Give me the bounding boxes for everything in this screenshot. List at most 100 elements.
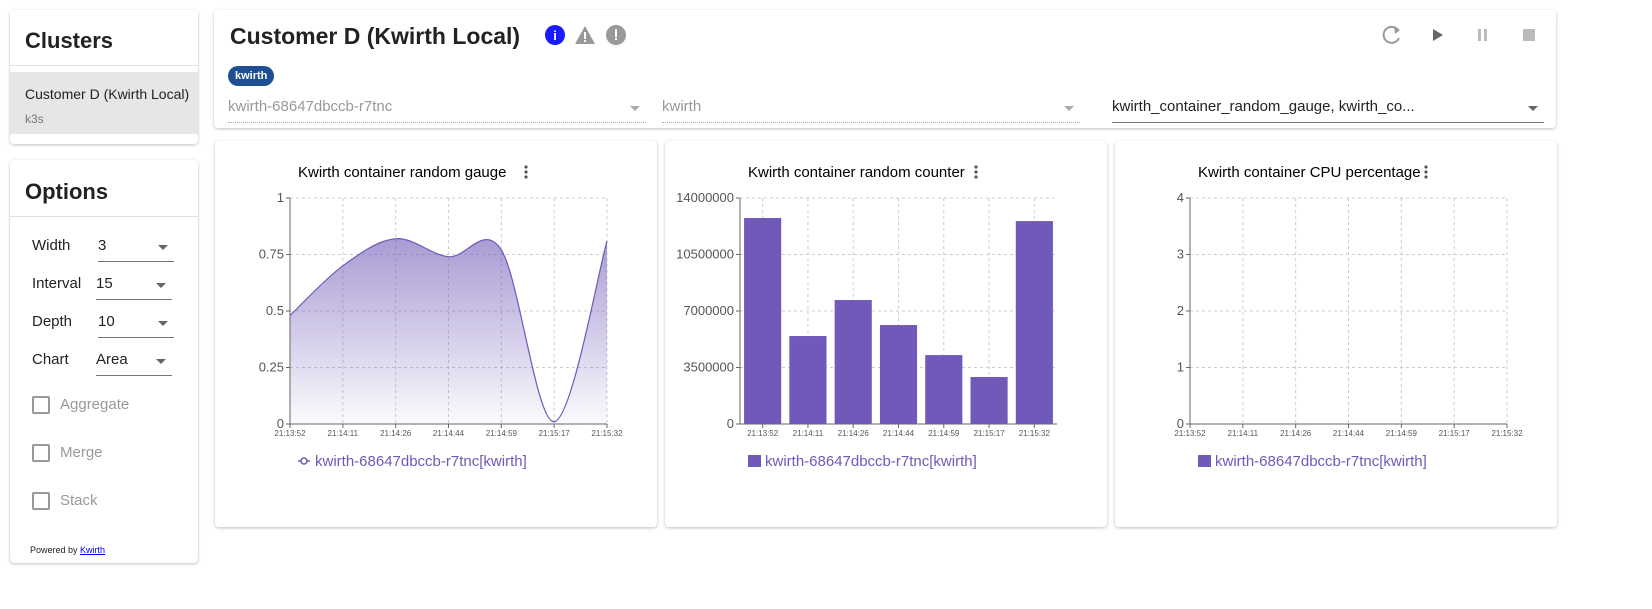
bar bbox=[1015, 221, 1053, 424]
y-tick-label: 1 bbox=[1177, 360, 1184, 375]
x-tick-label: 21:14:59 bbox=[486, 429, 518, 438]
bar bbox=[925, 355, 963, 424]
x-tick-label: 21:15:17 bbox=[539, 429, 571, 438]
menu-dot bbox=[524, 170, 528, 174]
field-select[interactable]: 3 bbox=[98, 237, 174, 262]
checkbox-label: Aggregate bbox=[60, 396, 130, 413]
pod-select[interactable]: kwirth-68647dbccb-r7tnc bbox=[228, 98, 646, 123]
x-tick-label: 21:15:17 bbox=[1439, 429, 1471, 438]
chart: Kwirth container random counter 0 3500000 7… bbox=[676, 164, 1057, 470]
bar bbox=[834, 300, 872, 424]
y-tick-label: 1 bbox=[277, 190, 284, 205]
control-icons bbox=[1382, 25, 1535, 44]
y-tick-label: 10500000 bbox=[676, 247, 734, 262]
chart: Kwirth container CPU percentage 0 1 2 3 4 21:1… bbox=[1174, 164, 1523, 470]
legend-icon bbox=[748, 455, 761, 467]
chart-card: Kwirth container random counter 0 3500000 7… bbox=[665, 141, 1107, 527]
checkbox[interactable] bbox=[32, 396, 50, 414]
powered-text: Powered by bbox=[30, 545, 78, 555]
x-tick-label: 21:13:52 bbox=[747, 429, 779, 438]
legend-label: kwirth-68647dbccb-r7tnc[kwirth] bbox=[315, 453, 527, 470]
y-tick-label: 0.5 bbox=[266, 303, 284, 318]
container-select[interactable]: kwirth bbox=[662, 98, 1080, 123]
x-tick-label: 21:14:44 bbox=[433, 429, 465, 438]
chart-card: Kwirth container random gauge 0 0.25 0.5 0.7… bbox=[215, 141, 657, 527]
x-tick-label: 21:15:17 bbox=[974, 429, 1006, 438]
chart-title: Kwirth container CPU percentage bbox=[1198, 164, 1421, 181]
y-tick-label: 0.75 bbox=[259, 247, 284, 262]
options-panel: Options Powered by Kwirth Width 3 Interval… bbox=[10, 160, 198, 563]
chart: Kwirth container random gauge 0 0.25 0.5 0.7… bbox=[259, 164, 623, 470]
field-label: Depth bbox=[32, 313, 73, 330]
clusters-title: Clusters bbox=[25, 28, 114, 53]
legend-icon bbox=[1198, 455, 1211, 467]
menu-dot bbox=[1424, 165, 1428, 169]
y-tick-label: 2 bbox=[1177, 303, 1184, 318]
cluster-name: Customer D (Kwirth Local) bbox=[25, 86, 190, 102]
line bbox=[289, 238, 608, 423]
x-tick-label: 21:15:32 bbox=[591, 429, 623, 438]
menu-dot bbox=[974, 170, 978, 174]
y-tick-label: 0.25 bbox=[259, 360, 284, 375]
x-tick-label: 21:14:59 bbox=[928, 429, 960, 438]
checkbox[interactable] bbox=[32, 444, 50, 462]
area bbox=[290, 238, 607, 424]
menu-dot bbox=[1424, 170, 1428, 174]
header-panel: Customer D (Kwirth Local) i kwirth kwirt… bbox=[214, 10, 1556, 128]
clusters-panel: Clusters Customer D (Kwirth Local) k3s bbox=[10, 10, 198, 144]
y-tick-label: 0 bbox=[727, 416, 734, 431]
powered-by: Powered by Kwirth bbox=[30, 545, 105, 555]
chart-card: Kwirth container CPU percentage 0 1 2 3 4 21:1… bbox=[1115, 141, 1557, 527]
menu-dot bbox=[1424, 175, 1428, 179]
x-tick-label: 21:15:32 bbox=[1019, 429, 1051, 438]
cluster-kind: k3s bbox=[25, 112, 44, 126]
bar bbox=[744, 218, 782, 424]
legend-label: kwirth-68647dbccb-r7tnc[kwirth] bbox=[765, 453, 977, 470]
menu-dot bbox=[974, 165, 978, 169]
cluster-item[interactable]: Customer D (Kwirth Local) k3s bbox=[10, 72, 198, 134]
field-label: Width bbox=[32, 237, 71, 254]
checkbox[interactable] bbox=[32, 492, 50, 510]
x-tick-label: 21:13:52 bbox=[274, 429, 306, 438]
checkbox-label: Merge bbox=[60, 444, 103, 461]
x-tick-label: 21:14:11 bbox=[793, 429, 824, 438]
field-select[interactable]: Area bbox=[96, 351, 172, 376]
y-tick-label: 7000000 bbox=[683, 303, 734, 318]
field-select[interactable]: 15 bbox=[96, 275, 172, 300]
legend-icon bbox=[300, 457, 308, 465]
bar bbox=[970, 377, 1008, 424]
field-select[interactable]: 10 bbox=[98, 313, 174, 338]
chart-title: Kwirth container random gauge bbox=[298, 164, 506, 181]
options-title: Options bbox=[25, 179, 109, 204]
metrics-select[interactable]: kwirth_container_random_gauge, kwirth_co… bbox=[1112, 98, 1544, 123]
x-tick-label: 21:14:44 bbox=[1333, 429, 1365, 438]
menu-dot bbox=[524, 175, 528, 179]
x-tick-label: 21:14:11 bbox=[328, 429, 359, 438]
svg-text:i: i bbox=[553, 28, 557, 43]
checkbox-label: Stack bbox=[60, 492, 98, 509]
y-tick-label: 3 bbox=[1177, 247, 1184, 262]
y-tick-label: 4 bbox=[1177, 190, 1184, 205]
x-tick-label: 21:14:26 bbox=[380, 429, 412, 438]
x-tick-label: 21:14:11 bbox=[1228, 429, 1259, 438]
y-tick-label: 0 bbox=[1177, 416, 1184, 431]
x-tick-label: 21:14:44 bbox=[883, 429, 915, 438]
x-tick-label: 21:14:26 bbox=[1280, 429, 1312, 438]
menu-dot bbox=[974, 175, 978, 179]
namespace-chip[interactable]: kwirth bbox=[228, 66, 275, 86]
bar bbox=[879, 325, 918, 424]
chart-title: Kwirth container random counter bbox=[748, 164, 965, 181]
x-tick-label: 21:15:32 bbox=[1491, 429, 1523, 438]
header-title: Customer D (Kwirth Local) bbox=[230, 23, 521, 49]
menu-dot bbox=[524, 165, 528, 169]
field-label: Interval bbox=[32, 275, 82, 292]
status-icons: i bbox=[545, 25, 626, 45]
y-tick-label: 3500000 bbox=[683, 360, 734, 375]
legend-label: kwirth-68647dbccb-r7tnc[kwirth] bbox=[1215, 453, 1427, 470]
x-tick-label: 21:14:59 bbox=[1386, 429, 1418, 438]
field-label: Chart bbox=[32, 351, 69, 368]
kwirth-link[interactable]: Kwirth bbox=[80, 545, 106, 555]
x-tick-label: 21:13:52 bbox=[1174, 429, 1206, 438]
y-tick-label: 0 bbox=[277, 416, 284, 431]
